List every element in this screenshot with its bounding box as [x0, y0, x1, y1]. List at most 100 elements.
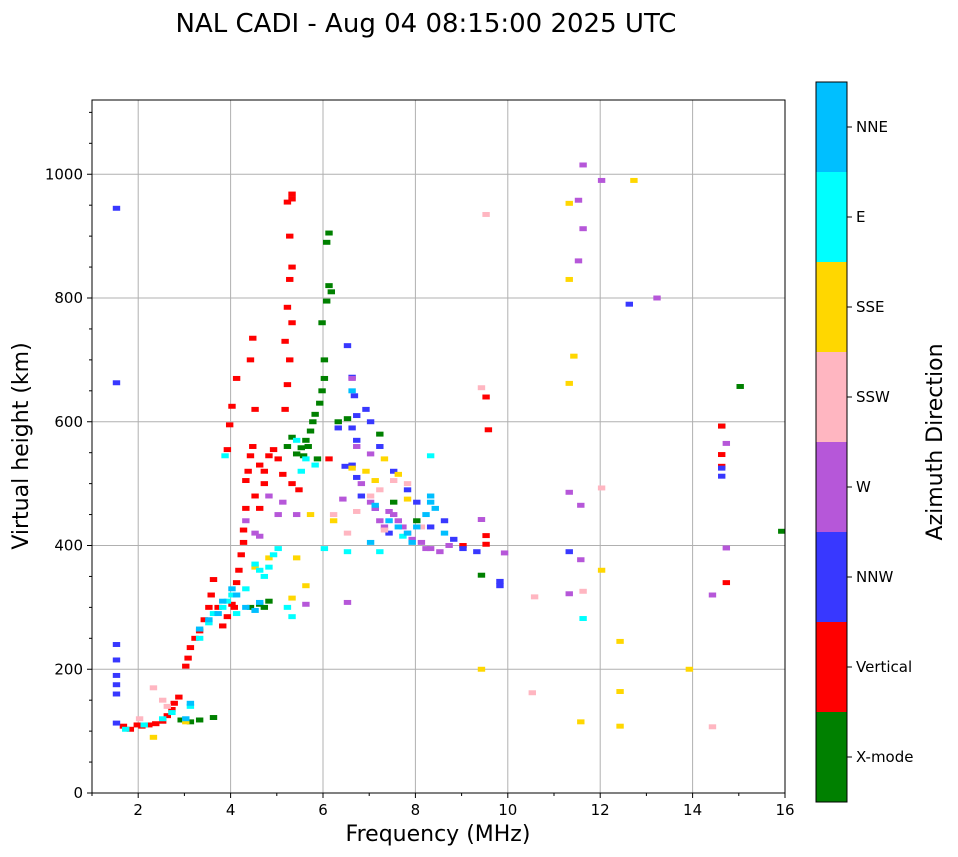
- point-w: [417, 539, 426, 545]
- point-e: [426, 453, 435, 459]
- point-vertical: [242, 505, 250, 511]
- point-w: [371, 505, 379, 511]
- point-e: [140, 722, 148, 728]
- point-vertical: [459, 543, 467, 548]
- point-w: [577, 557, 585, 563]
- point-nnw: [565, 549, 573, 555]
- point-vertical: [207, 592, 215, 598]
- point-vertical: [170, 700, 178, 706]
- point-w: [251, 530, 259, 536]
- point-xmode: [288, 434, 296, 440]
- point-ssw: [597, 485, 606, 491]
- point-w: [242, 518, 250, 524]
- y-tick-label: 0: [73, 784, 83, 802]
- point-vertical: [200, 617, 208, 623]
- x-tick-label: 12: [591, 801, 610, 819]
- point-nne: [232, 592, 241, 598]
- point-vertical: [246, 357, 255, 363]
- x-axis-ticks: 2 4 6 8 10 12 14 16: [91, 793, 795, 819]
- point-e: [269, 552, 278, 558]
- y-axis-label: Virtual height (km): [9, 342, 34, 549]
- point-ssw: [366, 493, 375, 499]
- point-nne: [371, 502, 379, 508]
- point-ssw: [482, 211, 490, 217]
- point-w: [722, 545, 731, 551]
- point-vertical: [484, 427, 493, 433]
- point-nnw: [426, 524, 435, 530]
- point-w: [389, 512, 398, 518]
- point-e: [158, 716, 167, 722]
- point-vertical: [260, 481, 269, 487]
- point-e: [242, 586, 250, 592]
- point-vertical: [265, 453, 273, 459]
- point-sse: [149, 734, 158, 740]
- point-nnw: [348, 462, 356, 468]
- point-e: [376, 549, 384, 555]
- colorbar-tick-label: W: [856, 478, 871, 496]
- point-e: [223, 598, 232, 604]
- point-ssw: [353, 508, 361, 514]
- y-tick-label: 1000: [45, 165, 83, 183]
- point-nne: [251, 607, 259, 613]
- point-e: [311, 462, 319, 468]
- point-e: [186, 703, 195, 709]
- point-xmode: [343, 416, 352, 422]
- point-w: [653, 295, 661, 301]
- colorbar-tick-label: E: [856, 208, 865, 226]
- point-w: [353, 444, 361, 449]
- point-e: [219, 604, 227, 610]
- point-ssw: [417, 524, 426, 530]
- point-vertical: [281, 338, 289, 344]
- point-vertical: [246, 453, 255, 459]
- point-vertical: [279, 471, 287, 477]
- point-vertical: [295, 487, 303, 493]
- point-vertical: [182, 663, 190, 669]
- point-vertical: [223, 614, 232, 620]
- point-nnw: [413, 499, 421, 505]
- point-ssw: [528, 690, 536, 696]
- point-nnw: [112, 642, 121, 647]
- point-nne: [426, 499, 435, 505]
- point-w: [426, 546, 435, 552]
- point-nne: [394, 524, 403, 530]
- point-sse: [565, 380, 573, 386]
- colorbar-tick-label: SSW: [856, 388, 890, 406]
- point-e: [221, 453, 229, 459]
- colorbar-frame: [815, 81, 848, 803]
- point-sse: [565, 276, 573, 282]
- point-nnw: [334, 425, 342, 431]
- point-vertical: [232, 580, 241, 586]
- point-vertical: [228, 601, 236, 607]
- point-xmode: [306, 428, 315, 434]
- point-sse: [616, 638, 624, 644]
- point-w: [394, 518, 403, 524]
- point-w: [565, 591, 573, 597]
- point-ssw: [530, 594, 539, 600]
- point-ssw: [403, 481, 412, 487]
- point-xmode: [186, 719, 195, 725]
- point-w: [357, 481, 366, 487]
- point-w: [376, 518, 384, 524]
- point-vertical: [214, 604, 222, 610]
- point-w: [597, 177, 606, 183]
- point-sse: [362, 468, 370, 474]
- point-vertical: [718, 423, 726, 429]
- point-sse: [251, 564, 259, 570]
- point-sse: [182, 719, 190, 725]
- point-e: [122, 726, 130, 732]
- point-ssw: [149, 685, 158, 691]
- point-sse: [371, 478, 379, 484]
- point-nne: [182, 716, 190, 722]
- point-nne: [256, 599, 264, 605]
- point-w: [722, 440, 731, 446]
- chart-title: NAL CADI - Aug 04 08:15:00 2025 UTC: [176, 9, 677, 39]
- point-vertical: [256, 505, 264, 511]
- point-w: [343, 599, 352, 605]
- point-xmode: [376, 431, 384, 437]
- point-xmode: [318, 320, 326, 326]
- point-vertical: [209, 577, 218, 583]
- point-sse: [616, 723, 624, 729]
- point-nne: [214, 611, 222, 617]
- colorbar-segment: [816, 172, 847, 262]
